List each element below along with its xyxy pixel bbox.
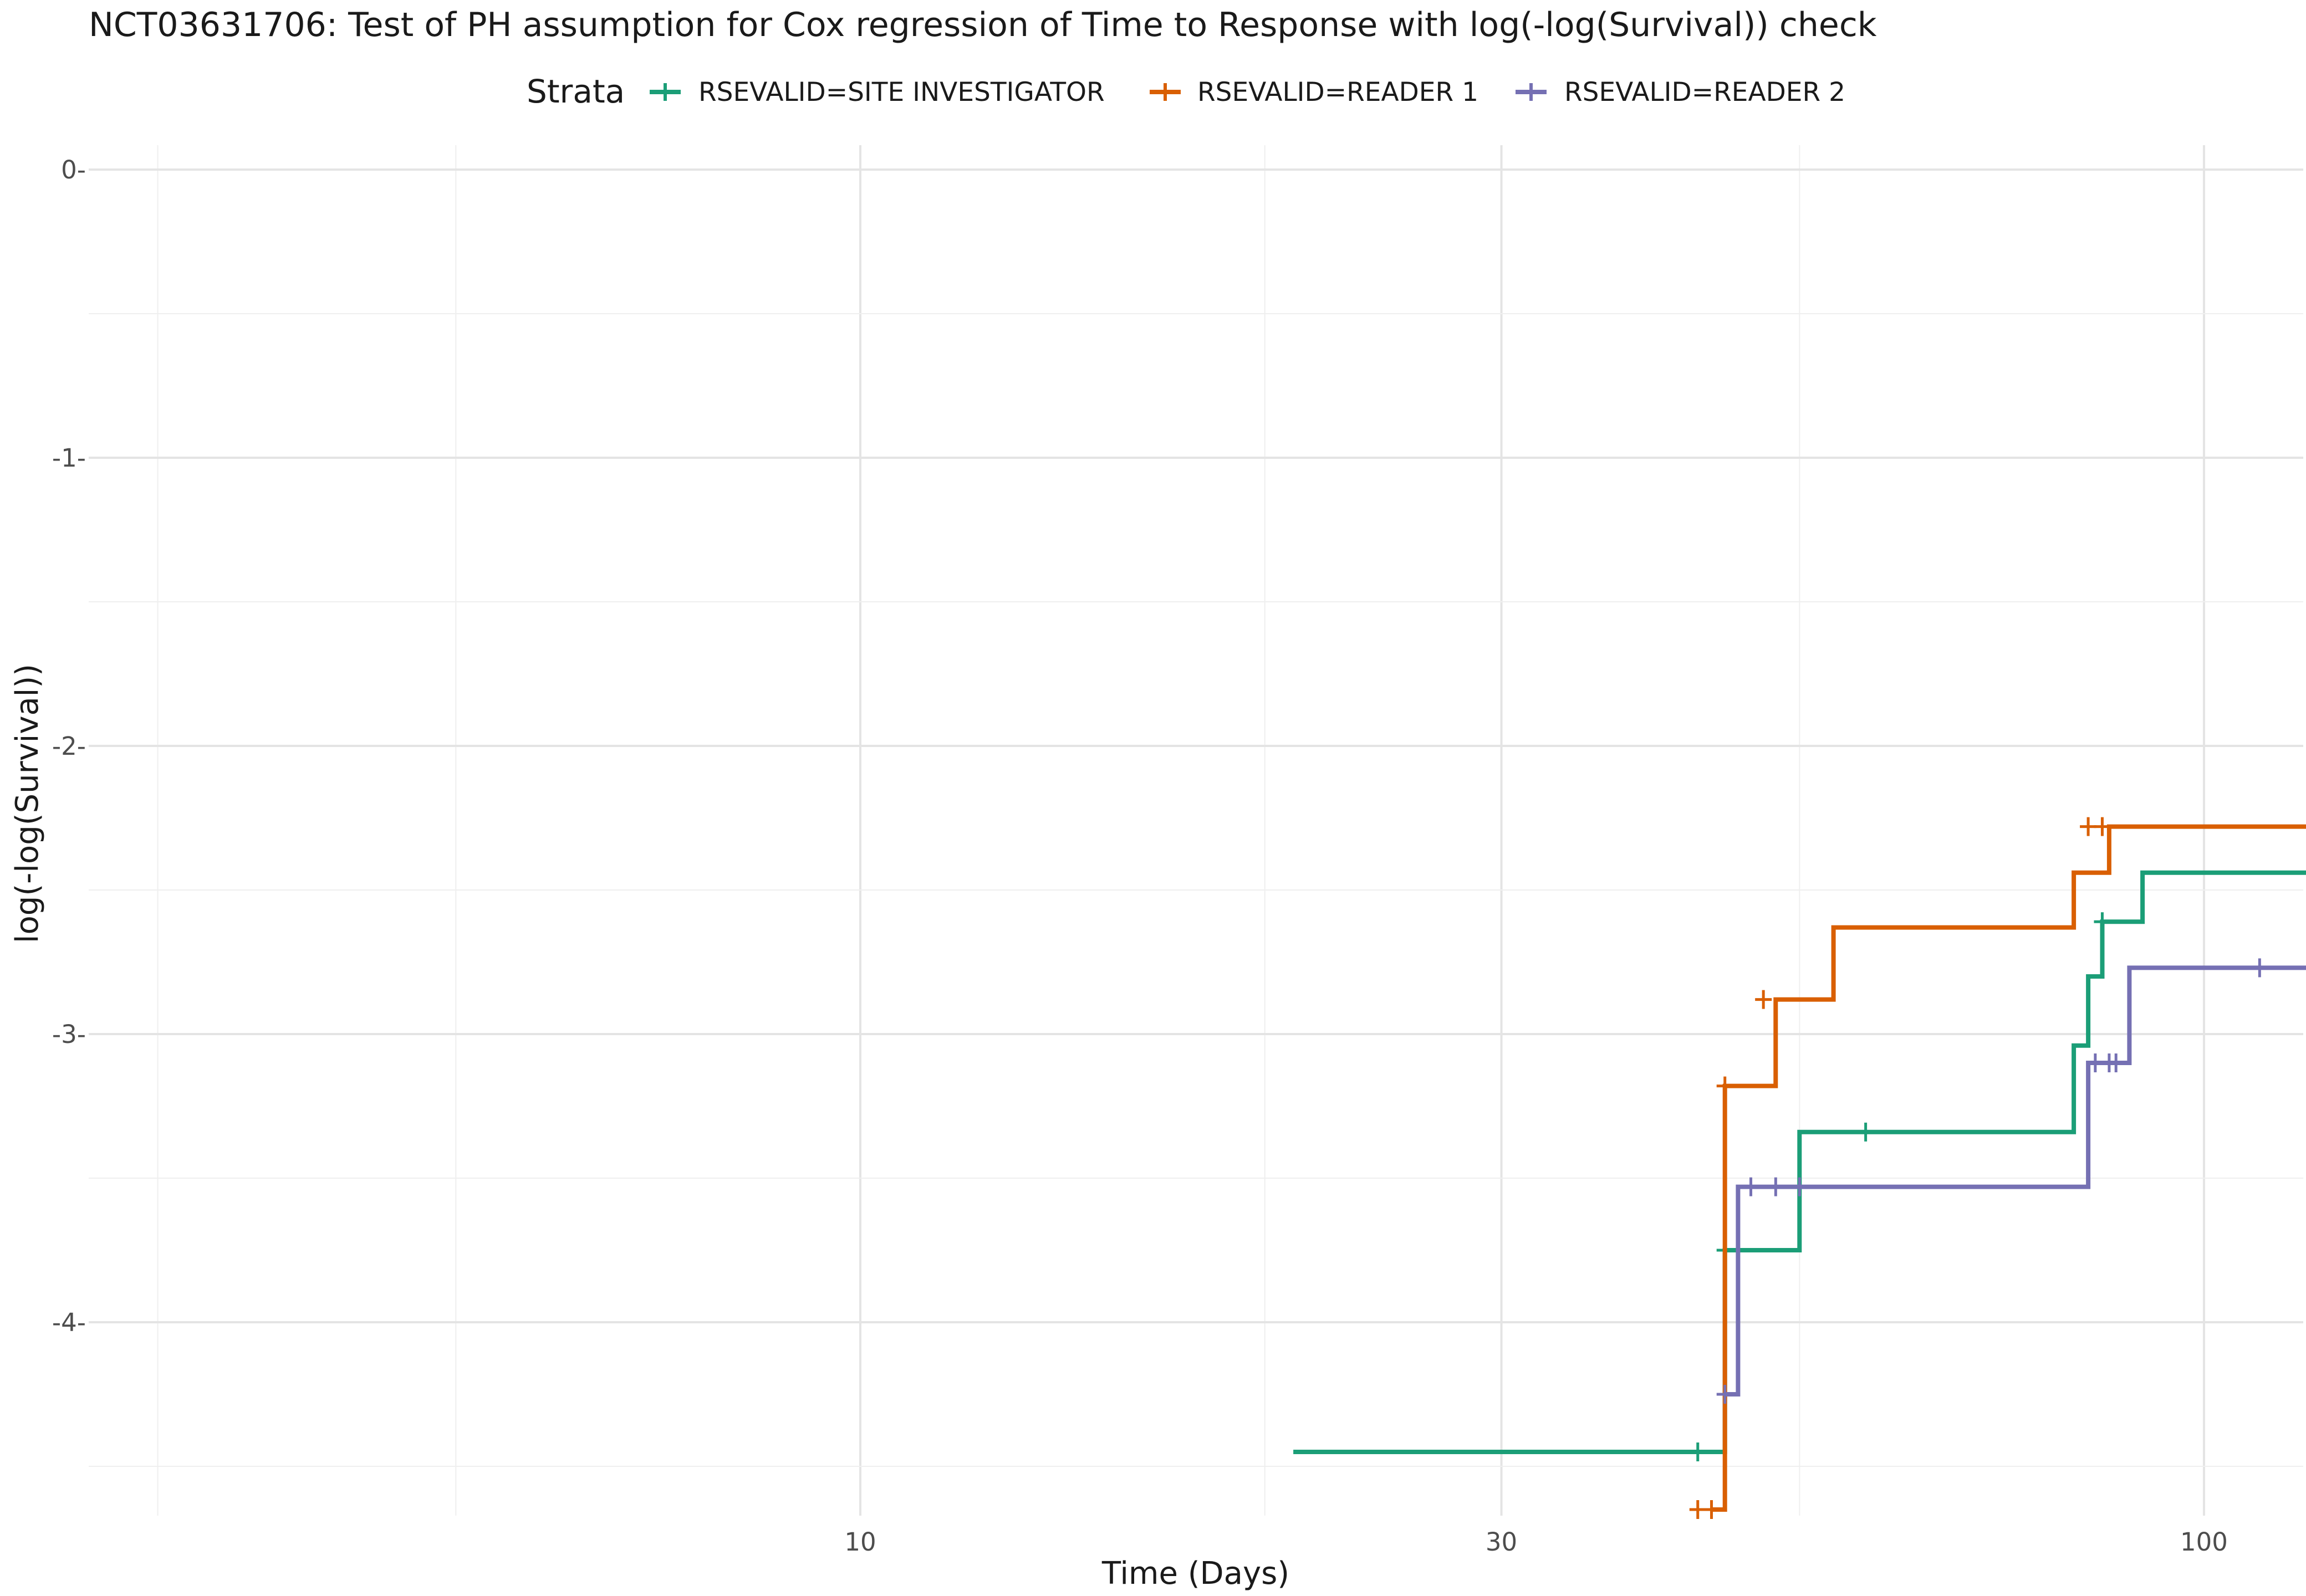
step-line-reader-1 (1711, 824, 2306, 1512)
censor-mark-reader-2 (1716, 1385, 1733, 1404)
censor-mark-reader-1 (2080, 817, 2097, 836)
step-line-site-investigator (1293, 870, 2306, 1454)
legend-label-reader-2: RSEVALID=READER 2 (1564, 77, 1845, 108)
legend-entry-reader-1: RSEVALID=READER 1 (1150, 77, 1478, 108)
y-axis-label: log(-log(Survival)) (9, 664, 45, 943)
censor-mark-site-investigator (1857, 1122, 1874, 1142)
legend-entry-reader-2: RSEVALID=READER 2 (1516, 77, 1845, 108)
x-axis-label: Time (Days) (1101, 1556, 1289, 1592)
chart-title: NCT03631706: Test of PH assumption for C… (89, 6, 1877, 44)
legend-entry-site-investigator: RSEVALID=SITE INVESTIGATOR (650, 77, 1105, 108)
censor-mark-reader-1 (1716, 1076, 1733, 1096)
x-tick-label: 30 (1486, 1527, 1517, 1557)
y-tick-label: -1- (52, 443, 86, 473)
legend-label-reader-1: RSEVALID=READER 1 (1197, 77, 1478, 108)
censor-mark-reader-1 (2094, 817, 2111, 836)
legend: Strata RSEVALID=SITE INVESTIGATOR RSEVAL… (527, 73, 1845, 110)
censor-mark-reader-2 (1791, 1177, 1808, 1196)
x-tick-label: 10 (844, 1527, 876, 1557)
y-tick-label: -3- (52, 1020, 86, 1049)
series-layer (1293, 817, 2306, 1519)
series-reader-2 (1716, 958, 2306, 1404)
legend-title: Strata (527, 73, 625, 110)
censor-mark-site-investigator (1689, 1442, 1706, 1461)
censor-mark-reader-1 (1755, 990, 1772, 1009)
censor-mark-reader-2 (1742, 1177, 1759, 1196)
x-tick-label: 100 (2180, 1527, 2228, 1557)
x-axis: 10301003001000 (844, 1527, 2228, 1557)
series-reader-1 (1689, 817, 2306, 1519)
censor-mark-site-investigator (2094, 912, 2111, 932)
grid (89, 145, 2303, 1516)
y-tick-label: -2- (52, 732, 86, 761)
censor-mark-reader-2 (2086, 1053, 2104, 1072)
censor-mark-reader-2 (1767, 1177, 1784, 1196)
censor-mark-reader-1 (1703, 1500, 1720, 1519)
y-tick-label: 0- (61, 155, 86, 185)
legend-label-site-investigator: RSEVALID=SITE INVESTIGATOR (698, 77, 1105, 108)
y-axis: 0- -1- -2- -3- -4- (52, 155, 86, 1337)
censor-mark-reader-2 (2251, 958, 2268, 978)
censor-mark-reader-2 (2108, 1053, 2125, 1072)
step-line-reader-2 (1725, 965, 2306, 1396)
y-tick-label: -4- (52, 1308, 86, 1337)
